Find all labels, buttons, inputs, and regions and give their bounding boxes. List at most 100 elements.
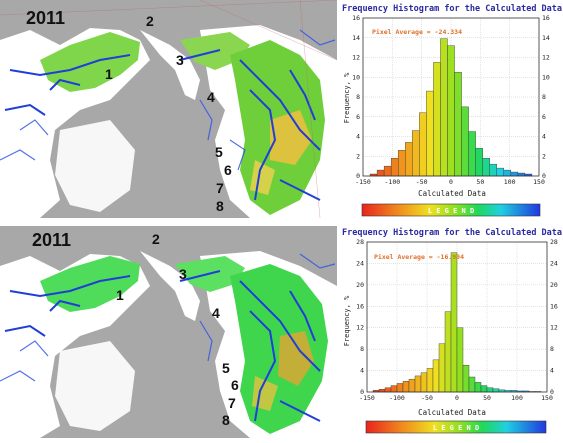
histogram-title: Frequency Histogram for the Calculated D… (342, 227, 562, 238)
histogram-bar (432, 359, 440, 393)
histogram-bar (474, 382, 482, 393)
pixel-average-label: Pixel Average = -24.334 (372, 28, 462, 36)
x-axis-label: Calculated Data (418, 189, 486, 198)
histogram-frame (366, 241, 548, 393)
y-tick-label-right: 0 (550, 388, 554, 396)
histogram-bar (489, 163, 497, 177)
y-tick-label-left: 28 (356, 238, 364, 246)
y-tick-label-left: 20 (356, 281, 364, 289)
y-tick-label-left: 4 (360, 367, 364, 375)
region-number-8: 8 (222, 412, 230, 428)
color-legend: L E G E N D (365, 420, 547, 434)
y-tick-label-left: 12 (352, 54, 360, 62)
y-tick-label-right: 14 (542, 34, 550, 42)
x-tick-label: 50 (476, 178, 484, 186)
region-number-2: 2 (152, 231, 160, 247)
histogram-bar (450, 252, 458, 393)
histogram-bar (492, 388, 500, 393)
histogram-bar (433, 62, 441, 177)
region-number-6: 6 (224, 162, 232, 178)
y-tick-label-left: 10 (352, 73, 360, 81)
map-image-top (0, 0, 337, 218)
histogram-bar (383, 165, 392, 177)
region-number-3: 3 (179, 266, 187, 282)
histogram-bar (419, 112, 427, 177)
histogram-bar (396, 383, 404, 393)
region-number-8: 8 (216, 198, 224, 214)
y-tick-label-left: 4 (356, 133, 360, 141)
histogram-bar (378, 389, 386, 393)
histogram-bar (412, 130, 420, 177)
map-image-bottom (0, 226, 337, 438)
y-tick-label-left: 16 (356, 302, 364, 310)
x-tick-label: 150 (533, 178, 545, 186)
y-tick-label-left: 0 (356, 172, 360, 180)
region-number-4: 4 (207, 89, 215, 105)
y-tick-label-left: 12 (356, 324, 364, 332)
histogram-bar (447, 45, 455, 177)
histogram-bar (420, 372, 428, 393)
histogram-bar (408, 378, 416, 393)
histogram-bar (444, 311, 452, 393)
histogram-bar (402, 381, 410, 393)
histogram-bar (426, 90, 434, 177)
histogram-bar (475, 148, 483, 177)
y-axis-label: Frequency, % (343, 72, 351, 123)
x-tick-label: 100 (504, 178, 516, 186)
histogram-panel-bottom: Frequency Histogram for the Calculated D… (340, 226, 563, 438)
histogram-bar (414, 375, 422, 393)
histogram-frame (362, 17, 540, 177)
y-tick-label-right: 20 (550, 281, 558, 289)
color-legend: L E G E N D (361, 203, 541, 217)
y-tick-label-right: 8 (542, 93, 546, 101)
histogram-bar (462, 365, 470, 393)
region-number-1: 1 (116, 287, 124, 303)
x-axis-label: Calculated Data (418, 408, 486, 417)
legend-text: L E G E N D (428, 207, 474, 215)
histogram-bar (390, 158, 399, 177)
y-tick-label-right: 4 (550, 367, 554, 375)
histogram-bar (480, 385, 488, 393)
y-tick-label-right: 24 (550, 259, 558, 267)
histogram-svg-top: Frequency Histogram for the Calculated D… (342, 3, 562, 217)
y-tick-label-right: 0 (542, 172, 546, 180)
x-tick-label: -150 (355, 178, 371, 186)
histogram-bar (426, 368, 434, 393)
histogram-bar (468, 376, 476, 393)
y-tick-label-right: 16 (550, 302, 558, 310)
histogram-bar (440, 38, 448, 177)
histogram-bar (390, 385, 398, 393)
histogram-bar (398, 150, 406, 177)
histogram-bar (461, 106, 469, 177)
y-tick-label-right: 28 (550, 238, 558, 246)
histogram-bars (372, 252, 542, 393)
histogram-bar (456, 327, 464, 393)
y-tick-label-left: 2 (356, 152, 360, 160)
histogram-bar (384, 387, 392, 393)
y-tick-label-left: 14 (352, 34, 360, 42)
y-tick-label-right: 6 (542, 113, 546, 121)
y-tick-label-left: 6 (356, 113, 360, 121)
pixel-average-label: Pixel Average = -16.994 (374, 253, 464, 261)
y-tick-label-right: 16 (542, 14, 550, 22)
region-number-2: 2 (146, 13, 154, 29)
region-number-7: 7 (228, 395, 236, 411)
histogram-bar (482, 158, 490, 177)
arctic-map-bottom: 2011 1 2 3 4 5 6 7 8 (0, 226, 337, 438)
histogram-bar (468, 131, 476, 177)
x-tick-label: -100 (385, 178, 401, 186)
y-tick-label-right: 12 (542, 54, 550, 62)
histogram-panel-top: Frequency Histogram for the Calculated D… (340, 0, 563, 222)
region-number-5: 5 (222, 360, 230, 376)
histogram-title: Frequency Histogram for the Calculated D… (342, 3, 562, 14)
x-tick-label: -50 (421, 394, 433, 402)
histogram-bar (517, 172, 526, 177)
y-tick-label-left: 16 (352, 14, 360, 22)
y-tick-label-right: 12 (550, 324, 558, 332)
map-year-label: 2011 (26, 8, 66, 28)
x-tick-label: 100 (511, 394, 523, 402)
x-tick-label: -50 (416, 178, 428, 186)
y-tick-label-left: 8 (356, 93, 360, 101)
